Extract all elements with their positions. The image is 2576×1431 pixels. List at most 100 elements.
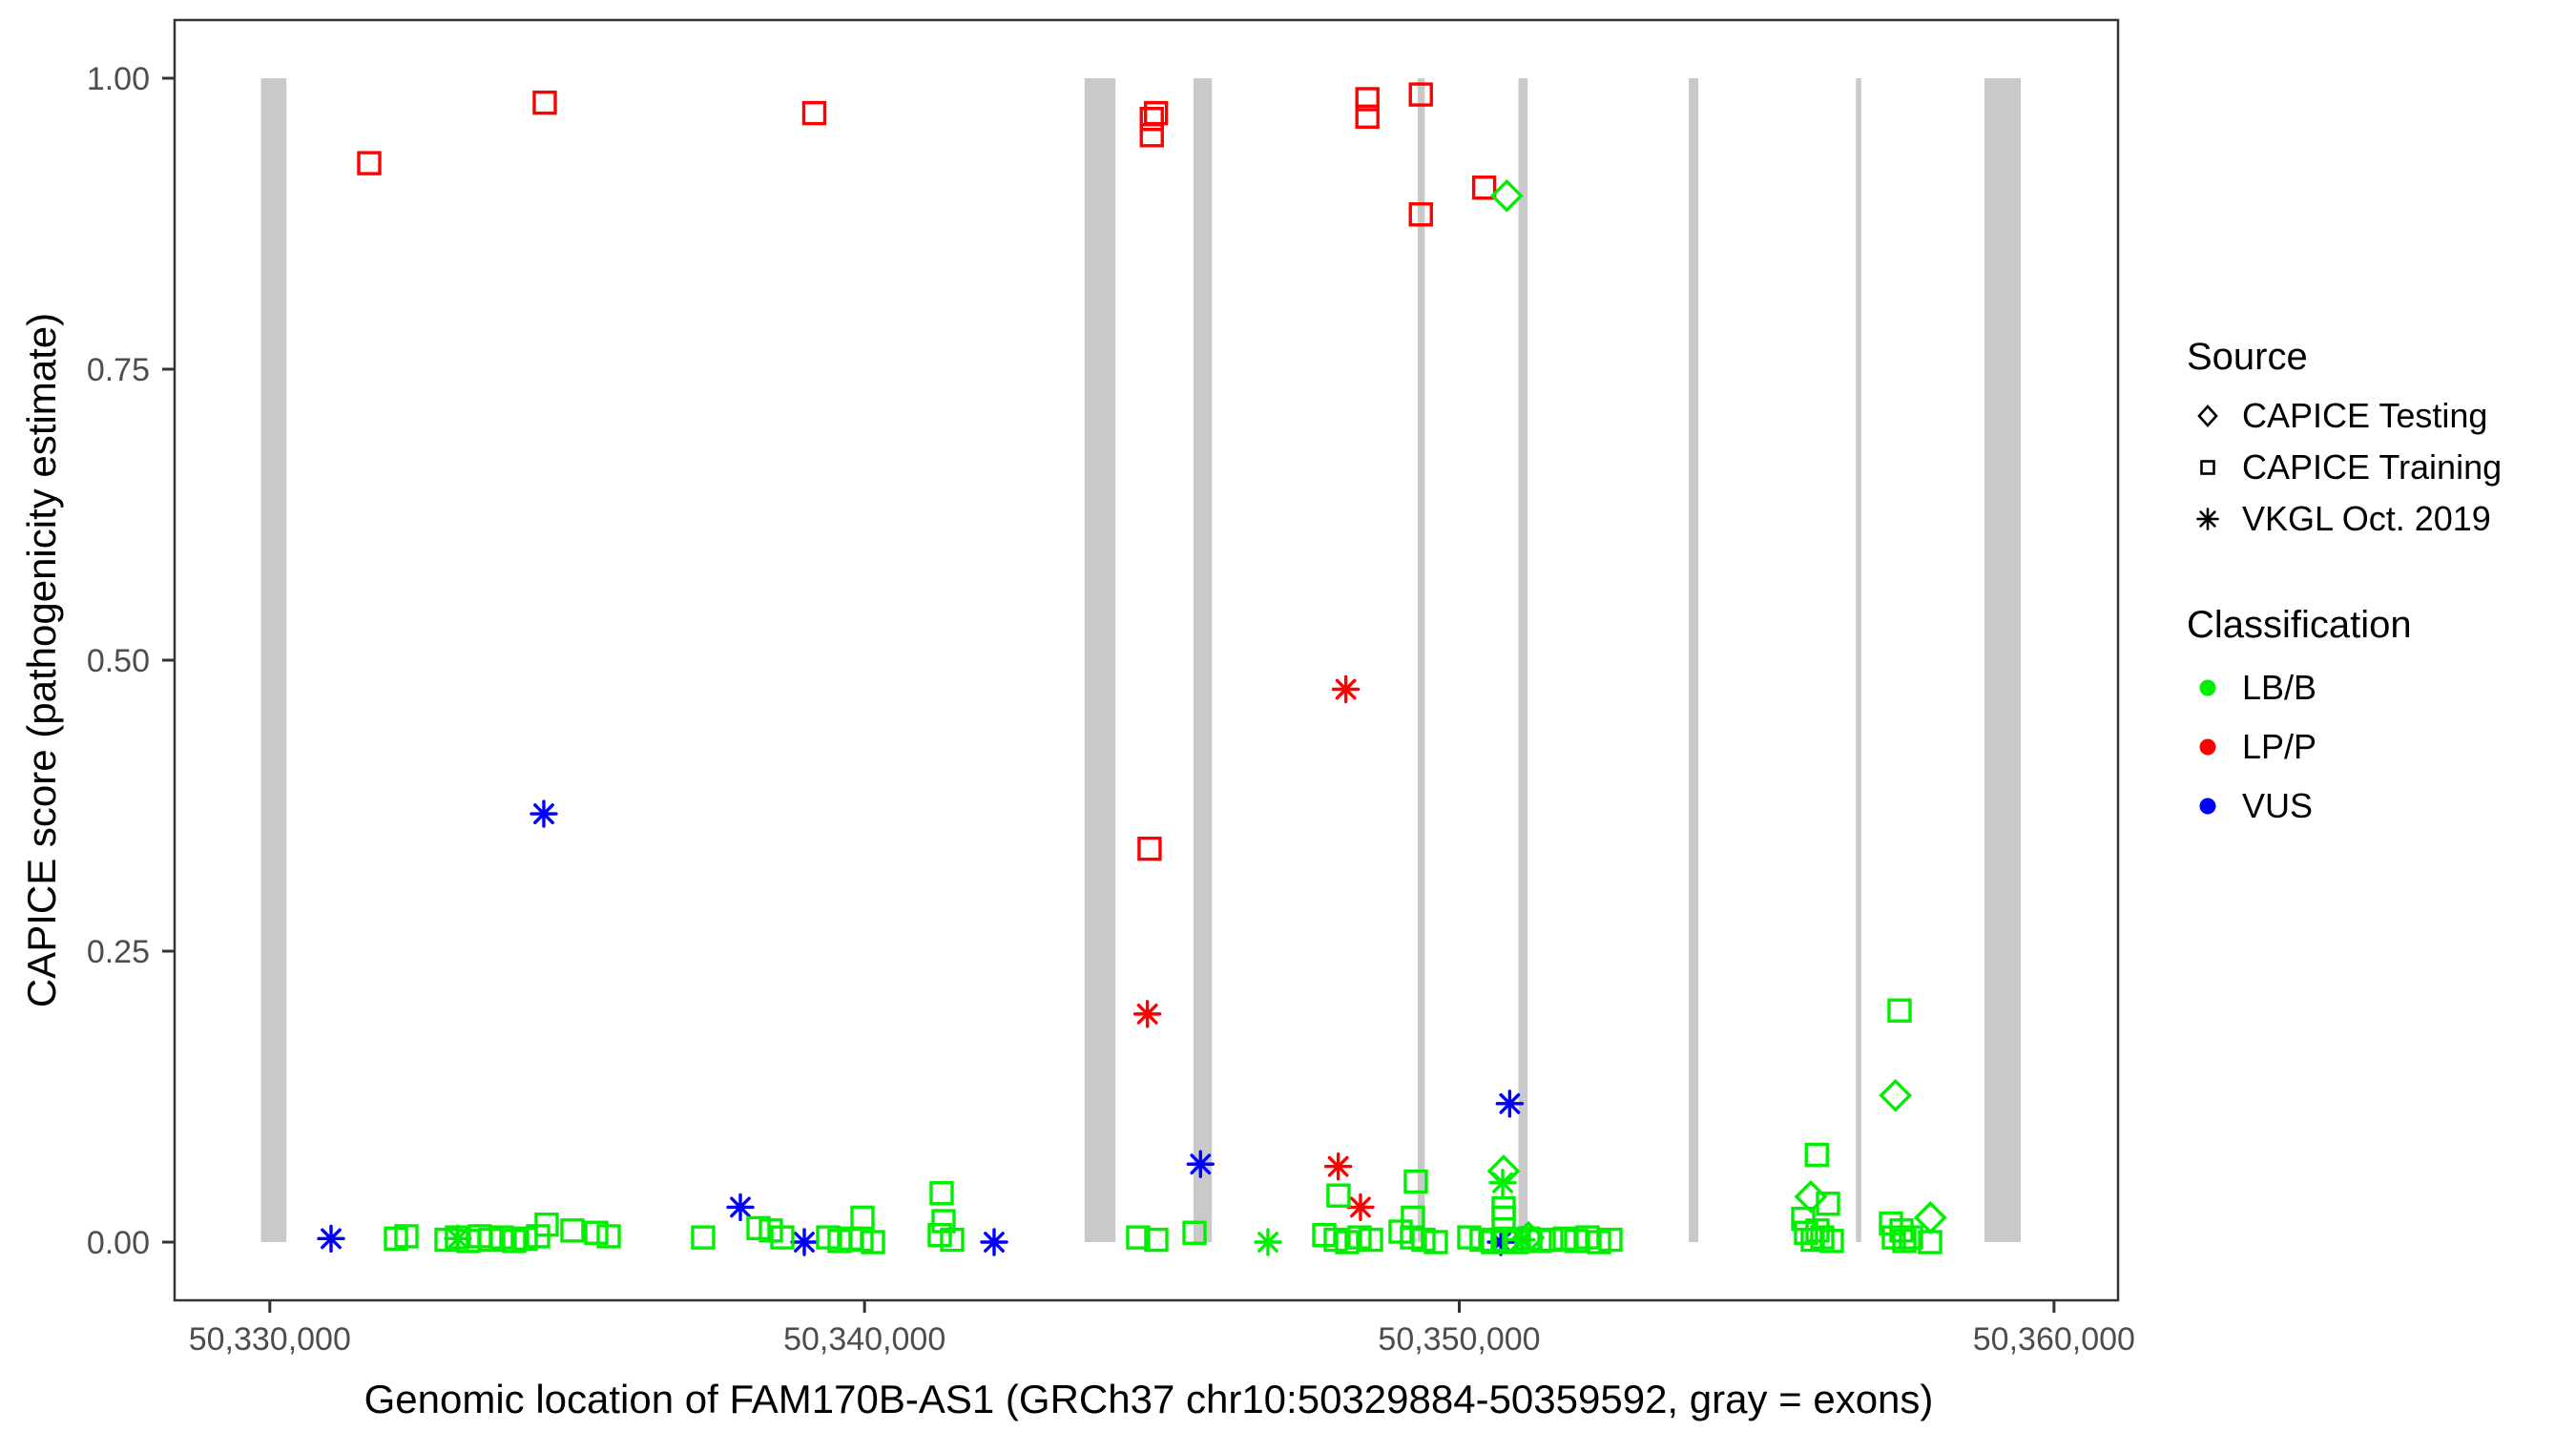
y-axis-title: CAPICE score (pathogenicity estimate) — [19, 312, 64, 1008]
data-point-square — [1355, 104, 1380, 129]
lpp-dot-icon — [2187, 726, 2229, 768]
data-point-square — [770, 1225, 795, 1250]
legend-item-lbb: LB/B — [2187, 658, 2568, 717]
legend-source-title: Source — [2187, 336, 2308, 378]
data-point-square — [940, 1227, 965, 1253]
data-point-square — [746, 1215, 771, 1241]
data-point-square — [1805, 1218, 1830, 1243]
legend-label: LB/B — [2242, 668, 2317, 707]
data-point-square — [584, 1220, 609, 1245]
legend-label: VUS — [2242, 786, 2314, 825]
data-point-square — [927, 1222, 952, 1248]
lbb-dot-icon — [2187, 667, 2229, 709]
data-point-square — [1457, 1225, 1482, 1250]
data-point-square — [1335, 1230, 1360, 1255]
asterisk-icon — [2187, 498, 2229, 540]
data-point-square — [1408, 202, 1433, 227]
data-point-square — [1918, 1230, 1942, 1255]
legend-item-vus: VUS — [2187, 777, 2568, 836]
data-point-asterisk — [317, 1224, 345, 1254]
data-point-square — [1143, 100, 1169, 126]
data-point-square — [1598, 1227, 1623, 1253]
x-tick-label: 50,330,000 — [189, 1321, 351, 1358]
exon-bar — [1689, 78, 1699, 1242]
data-point-diamond — [1489, 178, 1524, 213]
data-point-asterisk — [980, 1228, 1008, 1256]
data-point-asterisk — [1495, 1089, 1525, 1118]
legend-label: LP/P — [2242, 727, 2317, 766]
data-point-asterisk — [1507, 1225, 1536, 1255]
diamond-icon — [2187, 395, 2229, 437]
data-point-square — [1423, 1230, 1448, 1255]
data-point-square — [489, 1225, 514, 1250]
data-point-square — [1539, 1227, 1564, 1253]
data-point-square — [1144, 1227, 1169, 1253]
data-point-asterisk — [1331, 674, 1361, 704]
y-tick-label: 0.00 — [87, 1225, 150, 1261]
data-point-asterisk — [530, 799, 558, 828]
data-point-square — [691, 1225, 716, 1250]
legend-label: VKGL Oct. 2019 — [2242, 499, 2491, 538]
legend-item-capice-training: CAPICE Training — [2187, 442, 2568, 493]
data-point-asterisk — [790, 1228, 819, 1256]
y-tick-label: 0.75 — [87, 352, 150, 388]
data-point-square — [1137, 836, 1162, 861]
data-point-square — [596, 1224, 621, 1249]
data-point-asterisk — [1346, 1192, 1375, 1222]
legend-label: CAPICE Testing — [2242, 396, 2488, 435]
data-point-square — [357, 151, 382, 176]
legend-item-vkgl: VKGL Oct. 2019 — [2187, 493, 2568, 545]
x-tick-label: 50,340,000 — [783, 1321, 945, 1358]
data-point-square — [560, 1218, 585, 1243]
exon-bar — [1417, 78, 1425, 1242]
exon-bar — [1518, 78, 1528, 1242]
data-point-square — [1403, 1169, 1428, 1194]
data-point-square — [1326, 1183, 1351, 1208]
data-point-square — [1355, 87, 1380, 112]
data-point-square — [1887, 998, 1912, 1023]
data-point-square — [1892, 1229, 1917, 1254]
legend: Source CAPICE Testing CAPICE Training — [2187, 336, 2568, 836]
legend-source: Source CAPICE Testing CAPICE Training — [2187, 336, 2568, 545]
data-point-asterisk — [1323, 1152, 1353, 1181]
exon-bar — [1984, 78, 2021, 1242]
data-point-square — [1411, 1227, 1436, 1253]
data-point-square — [801, 100, 827, 126]
data-point-square — [1408, 82, 1433, 107]
square-icon — [2187, 446, 2229, 488]
x-tick-label: 50,350,000 — [1378, 1321, 1540, 1358]
data-point-square — [931, 1209, 956, 1234]
exon-bar — [1084, 78, 1116, 1242]
data-point-asterisk — [1254, 1228, 1282, 1256]
data-point-square — [1481, 1230, 1506, 1255]
y-tick-label: 0.50 — [87, 643, 150, 679]
data-point-square — [850, 1205, 875, 1231]
y-tick-label: 1.00 — [87, 61, 150, 97]
data-point-square — [513, 1226, 538, 1252]
y-tick-label: 0.25 — [87, 934, 150, 970]
data-point-square — [1139, 106, 1164, 132]
legend-item-capice-testing: CAPICE Testing — [2187, 390, 2568, 442]
data-point-square — [532, 90, 557, 115]
legend-classification-title: Classification — [2187, 604, 2412, 646]
exon-bar — [1856, 78, 1861, 1242]
data-point-square — [534, 1212, 559, 1237]
x-tick-label: 50,360,000 — [1973, 1321, 2135, 1358]
x-axis-title: Genomic location of FAM170B-AS1 (GRCh37 … — [364, 1377, 1934, 1421]
exon-bar — [1193, 78, 1213, 1242]
data-point-square — [861, 1230, 885, 1255]
data-point-square — [394, 1224, 419, 1249]
legend-label: CAPICE Training — [2242, 447, 2503, 487]
data-point-square — [1899, 1225, 1923, 1250]
vus-dot-icon — [2187, 785, 2229, 827]
data-point-square — [1182, 1220, 1207, 1245]
data-point-square — [1359, 1227, 1383, 1253]
data-point-square — [1816, 1192, 1840, 1216]
data-point-square — [1126, 1225, 1151, 1250]
data-point-square — [929, 1181, 954, 1206]
data-point-asterisk — [1186, 1150, 1215, 1178]
legend-item-lpp: LP/P — [2187, 717, 2568, 777]
panel-border — [173, 18, 2120, 1302]
